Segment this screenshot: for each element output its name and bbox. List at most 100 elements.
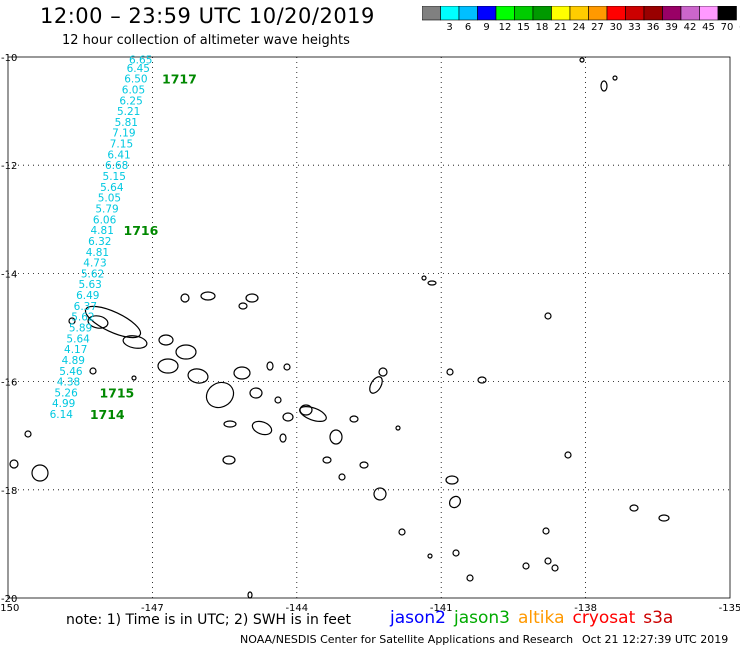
island-outline: [87, 315, 109, 329]
swh-value-label: 6.45: [127, 63, 150, 75]
generated-timestamp: Oct 21 12:27:39 UTC 2019: [582, 633, 729, 646]
swh-value-label: 4.81: [91, 225, 114, 237]
island-outline: [477, 376, 487, 384]
island-outline: [222, 455, 236, 465]
island-outline: [200, 291, 216, 301]
island-outline: [24, 430, 32, 438]
colorbar-tick-label: 36: [646, 22, 660, 33]
island-outline: [89, 367, 97, 375]
swh-value-label: 5.81: [115, 117, 138, 129]
island-outline: [658, 514, 670, 522]
island-outline: [245, 293, 259, 303]
swh-value-label: 5.63: [78, 279, 101, 291]
island-outline: [84, 305, 142, 339]
island-outline: [131, 375, 137, 381]
swh-value-label: 5.89: [69, 323, 92, 335]
swh-value-label: 5.05: [98, 193, 121, 205]
island-outline: [180, 293, 190, 303]
legend-item-jason3: jason3: [454, 608, 510, 628]
island-outline: [427, 553, 433, 559]
island-outline: [522, 562, 530, 570]
y-tick-label: -20: [1, 594, 17, 605]
swh-value-label: 6.49: [76, 290, 99, 302]
colorbar-tick-label: 70: [720, 22, 734, 33]
island-outline: [322, 456, 332, 464]
island-outline: [421, 275, 427, 281]
x-tick-label: -144: [285, 603, 308, 614]
island-outline: [187, 368, 209, 384]
colorbar-tick-label: 24: [572, 22, 586, 33]
island-outline: [359, 461, 369, 469]
island-outline: [445, 475, 459, 485]
y-tick-label: -18: [1, 486, 17, 497]
island-outline: [373, 487, 387, 501]
swh-value-label: 5.79: [95, 203, 118, 215]
swh-value-label: 6.41: [107, 149, 130, 161]
island-outline: [299, 404, 313, 416]
swh-value-label: 6.06: [93, 214, 117, 226]
island-outline: [446, 368, 454, 376]
chart-title: 12:00 – 23:59 UTC 10/20/2019: [40, 4, 375, 28]
swh-value-label: 5.62: [71, 312, 94, 324]
island-outline: [579, 57, 585, 63]
island-outline: [279, 433, 287, 443]
swh-value-label: 5.64: [66, 333, 90, 345]
y-tick-label: -10: [1, 53, 17, 64]
island-outline: [247, 591, 253, 599]
swh-value-label: 6.25: [119, 95, 142, 107]
colorbar-tick-label: 12: [498, 22, 512, 33]
swh-value-label: 5.64: [100, 182, 124, 194]
map-frame: [7, 56, 731, 599]
x-tick-label: -135: [719, 603, 740, 614]
legend-item-s3a: s3a: [643, 608, 674, 628]
island-outline: [427, 280, 437, 286]
colorbar-tick-label: 3: [446, 22, 453, 33]
island-outline: [398, 528, 406, 536]
island-outline: [158, 334, 174, 346]
island-outline: [266, 361, 274, 371]
swh-value-label: 4.81: [86, 247, 109, 259]
swh-value-label: 5.26: [54, 387, 78, 399]
colorbar: [422, 6, 737, 21]
island-outline: [338, 473, 346, 481]
x-tick-label: -138: [574, 603, 597, 614]
legend-item-altika: altika: [518, 608, 565, 628]
time-label: 1717: [162, 72, 197, 87]
island-outline: [544, 557, 552, 565]
legend-item-jason2: jason2: [390, 608, 446, 628]
swh-value-label: 6.37: [74, 301, 97, 313]
island-outline: [282, 412, 294, 422]
island-outline: [452, 549, 460, 557]
swh-value-label: 4.73: [83, 258, 106, 270]
island-outline: [612, 75, 618, 81]
x-tick-label: -147: [141, 603, 164, 614]
island-outline: [600, 80, 608, 92]
colorbar-tick-label: 30: [609, 22, 623, 33]
island-outline: [68, 317, 76, 325]
island-outline: [9, 459, 19, 469]
colorbar-tick-label: 42: [683, 22, 697, 33]
swh-value-label: 4.89: [62, 355, 85, 367]
colorbar-tick-label: 15: [517, 22, 530, 33]
colorbar-tick-label: 45: [702, 22, 715, 33]
swh-value-label: 6.68: [105, 160, 128, 172]
time-label: 1716: [124, 223, 159, 238]
island-outline: [223, 420, 237, 428]
colorbar-tick-label: 39: [665, 22, 678, 33]
island-outline: [238, 302, 248, 310]
island-outline: [564, 451, 572, 459]
swh-value-label: 4.38: [57, 377, 80, 389]
island-outline: [395, 425, 401, 431]
chart-subtitle: 12 hour collection of altimeter wave hei…: [62, 33, 350, 48]
island-outline: [329, 429, 343, 445]
island-outline: [466, 574, 474, 582]
swh-value-label: 7.15: [110, 139, 133, 151]
time-label: 1715: [99, 385, 134, 400]
swh-value-label: 5.46: [59, 366, 83, 378]
time-label: 1714: [90, 407, 125, 422]
swh-value-label: 5.62: [81, 268, 104, 280]
colorbar-tick-label: 6: [464, 22, 472, 33]
island-outline: [175, 344, 197, 360]
island-outline: [233, 366, 251, 380]
